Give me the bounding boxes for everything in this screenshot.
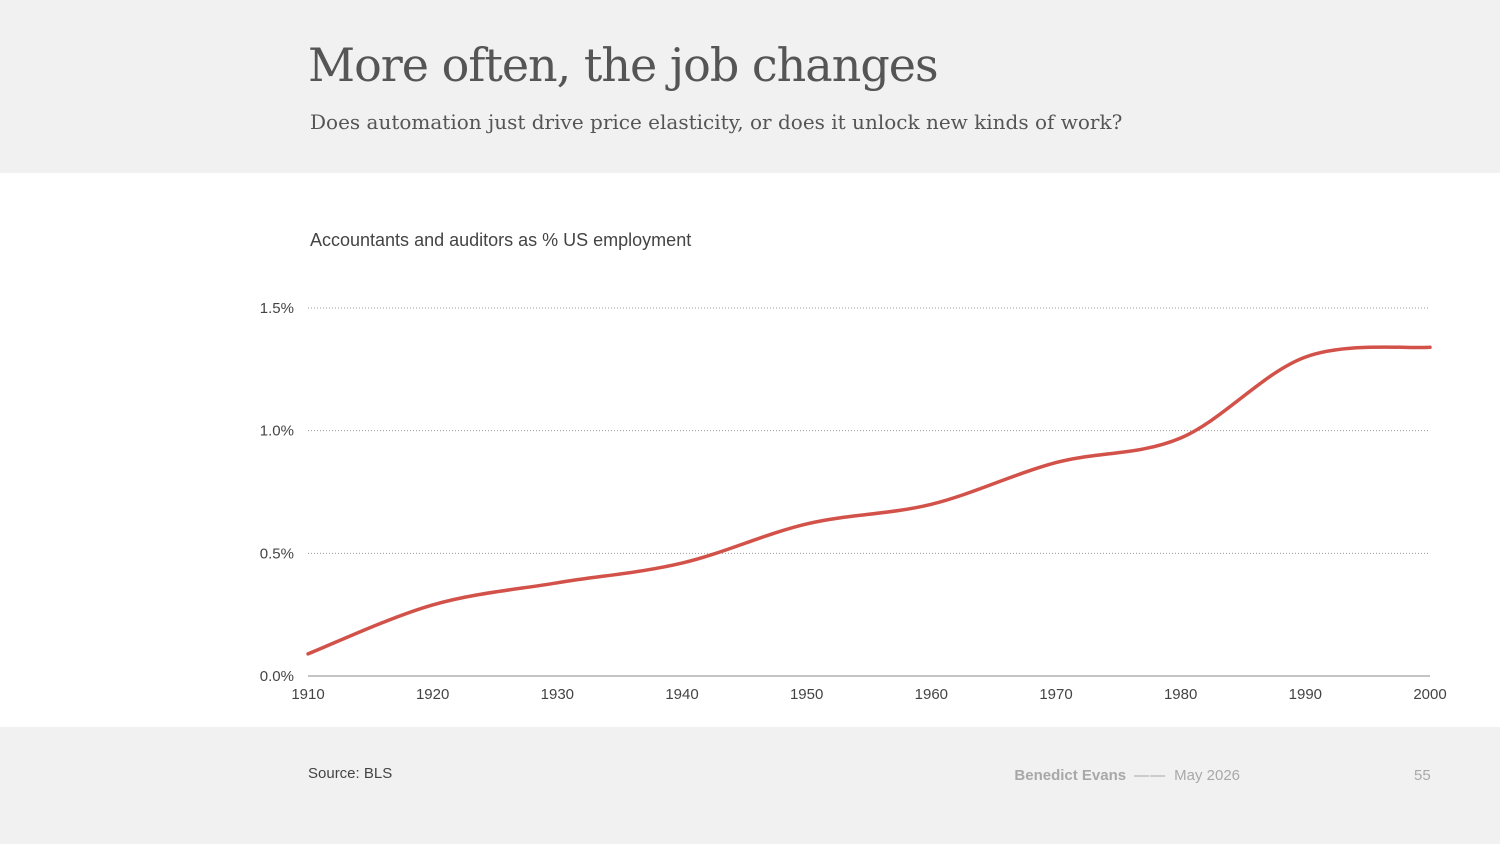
page-number: 55 [1414, 767, 1431, 784]
footer-brand: Benedict Evans —— May 2026 [1014, 767, 1240, 784]
x-tick-label: 1970 [1039, 686, 1072, 703]
chart-title: Accountants and auditors as % US employm… [310, 230, 692, 250]
x-tick-label: 1930 [541, 686, 574, 703]
x-tick-label: 1980 [1164, 686, 1197, 703]
slide-header: More often, the job changes Does automat… [0, 0, 1500, 173]
slide-subtitle: Does automation just drive price elastic… [310, 110, 1123, 134]
y-tick-label: 1.0% [260, 423, 294, 440]
chart-panel: Accountants and auditors as % US employm… [0, 173, 1500, 727]
y-tick-label: 0.0% [260, 668, 294, 685]
author-name: Benedict Evans [1014, 767, 1127, 784]
slide-title: More often, the job changes [308, 38, 939, 92]
y-tick-label: 0.5% [260, 545, 294, 562]
footer-date: May 2026 [1174, 767, 1240, 784]
x-tick-label: 2000 [1413, 686, 1446, 703]
x-tick-label: 1920 [416, 686, 449, 703]
line-chart: 0.0% 0.5% 1.0% 1.5% 1910 1920 1930 1940 1950 1960… [260, 300, 1447, 703]
series-line [306, 345, 1432, 656]
x-tick-label: 1990 [1289, 686, 1322, 703]
x-tick-label: 1910 [291, 686, 324, 703]
source-note: Source: BLS [308, 765, 393, 782]
x-tick-label: 1960 [915, 686, 948, 703]
x-tick-label: 1940 [665, 686, 698, 703]
y-tick-label: 1.5% [260, 300, 294, 317]
footer-separator: —— [1134, 767, 1167, 784]
x-tick-label: 1950 [790, 686, 823, 703]
slide-footer: Source: BLS Benedict Evans —— May 2026 55 [0, 727, 1500, 844]
